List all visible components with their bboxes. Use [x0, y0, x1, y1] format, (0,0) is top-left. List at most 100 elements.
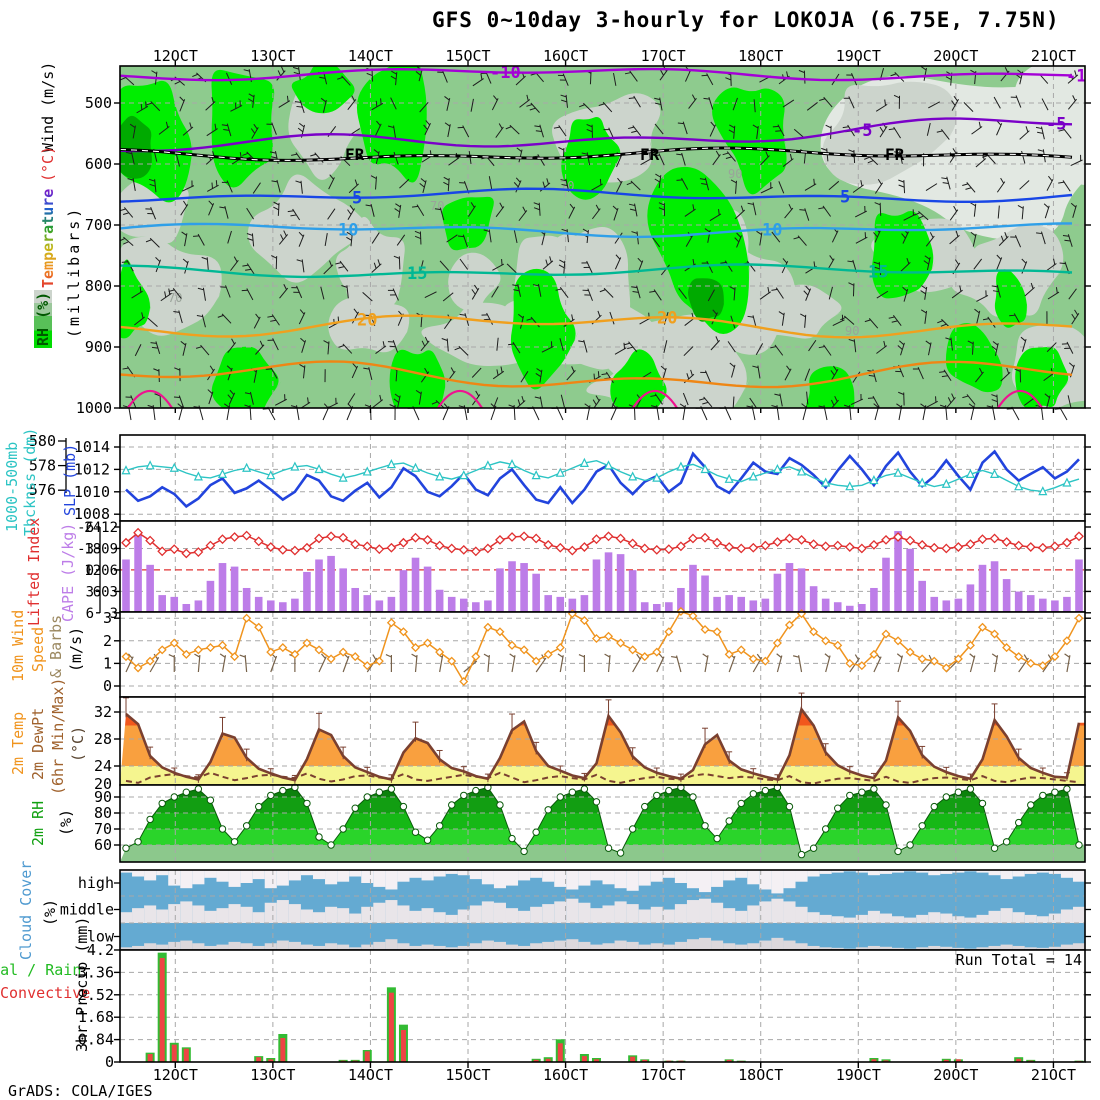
axis-label-millibars: (millibars) [65, 205, 83, 338]
svg-text:5: 5 [352, 189, 362, 209]
cloud-cover-panel: high middle low [60, 869, 1091, 951]
svg-text:14OCT: 14OCT [348, 1066, 393, 1084]
svg-text:15OCT: 15OCT [445, 47, 490, 65]
svg-text:-3: -3 [77, 541, 94, 557]
axis-label-3hr-precip: 3hr Precip (mm) [73, 916, 91, 1052]
svg-text:21OCT: 21OCT [1031, 1066, 1076, 1084]
wind10m-panel: 3 2 1 0 [103, 606, 1091, 698]
svg-text:900: 900 [85, 338, 112, 356]
axis-label-2m-rh: 2m RH [29, 800, 47, 846]
svg-text:FR: FR [345, 145, 365, 164]
svg-text:2412: 2412 [84, 520, 118, 536]
svg-text:18OCT: 18OCT [738, 1066, 783, 1084]
svg-text:10: 10 [762, 220, 782, 240]
svg-text:20OCT: 20OCT [933, 1066, 978, 1084]
svg-text:high: high [78, 874, 114, 892]
svg-text:90: 90 [845, 324, 859, 338]
precip-panel: 4.2 3.36 2.52 1.68 0.84 0 12OCT 13OCT 14OCT 15OCT… [78, 941, 1091, 1084]
svg-text:70: 70 [430, 199, 444, 213]
axis-label-degc: (°C) [39, 145, 57, 182]
svg-text:15OCT: 15OCT [445, 1066, 490, 1084]
svg-text:3.36: 3.36 [78, 963, 114, 981]
svg-text:3: 3 [103, 609, 112, 627]
svg-text:500: 500 [85, 94, 112, 112]
svg-text:800: 800 [85, 277, 112, 295]
svg-text:1000: 1000 [76, 399, 112, 417]
svg-text:21OCT: 21OCT [1031, 47, 1076, 65]
svg-text:14OCT: 14OCT [348, 47, 393, 65]
svg-text:16OCT: 16OCT [543, 1066, 588, 1084]
svg-text:1: 1 [103, 654, 112, 672]
svg-text:20: 20 [357, 310, 377, 330]
axis-label-wind-ms: Wind (m/s) [39, 61, 57, 152]
axis-label-rh-pct: (%) [57, 808, 75, 836]
svg-text:1.68: 1.68 [78, 1008, 114, 1026]
svg-text:18OCT: 18OCT [738, 47, 783, 65]
axis-label-slp: SLP (mb) [61, 443, 79, 516]
svg-text:-10: -10 [490, 63, 521, 83]
svg-text:2.52: 2.52 [78, 986, 114, 1004]
svg-text:16OCT: 16OCT [543, 47, 588, 65]
svg-text:-5: -5 [1046, 115, 1066, 135]
svg-text:580: 580 [29, 432, 56, 450]
svg-text:-6: -6 [77, 520, 94, 536]
svg-text:90: 90 [728, 167, 742, 181]
svg-text:90: 90 [94, 788, 112, 806]
axis-label-10m-wind: 10m Wind [9, 609, 27, 682]
svg-text:-5: -5 [852, 121, 872, 141]
axis-label-cloud-cover: Cloud Cover [17, 860, 35, 960]
svg-text:1809: 1809 [84, 541, 118, 557]
svg-text:19OCT: 19OCT [836, 47, 881, 65]
axis-label-temperature: Temperature [39, 188, 57, 288]
svg-text:0: 0 [86, 563, 94, 579]
svg-text:4.2: 4.2 [87, 941, 114, 959]
axis-label-cloud-pct: (%) [41, 898, 59, 926]
svg-text:3: 3 [86, 584, 94, 600]
svg-text:low: low [87, 928, 115, 946]
svg-text:10: 10 [338, 220, 358, 240]
svg-text:17OCT: 17OCT [641, 47, 686, 65]
svg-text:15: 15 [868, 262, 888, 282]
svg-text:1014: 1014 [74, 438, 110, 456]
grads-credit: GrADS: COLA/IGES [8, 1082, 153, 1100]
svg-text:13OCT: 13OCT [250, 47, 295, 65]
svg-text:12OCT: 12OCT [153, 47, 198, 65]
svg-text:32: 32 [94, 703, 112, 721]
svg-text:70: 70 [168, 291, 182, 305]
chart-title: GFS 0~10day 3-hourly for LOKOJA (6.75E, … [432, 8, 1060, 32]
axis-label-thickness-1: 1000-500mb [3, 441, 21, 532]
svg-text:24: 24 [94, 757, 112, 775]
axis-label-2m-dewpt: 2m DewPt [29, 707, 47, 780]
svg-text:middle: middle [60, 901, 114, 919]
svg-text:576: 576 [29, 481, 56, 499]
legend-precip-convective: Convective [0, 984, 91, 1002]
legend-rh-shading: RH (%) [34, 289, 52, 348]
axis-label-2m-temp: 2m Temp [9, 711, 27, 775]
axis-label-barbs: & Barbs [47, 614, 65, 678]
svg-text:578: 578 [29, 457, 56, 475]
svg-text:20: 20 [657, 308, 677, 328]
svg-text:19OCT: 19OCT [836, 1066, 881, 1084]
svg-text:70: 70 [94, 820, 112, 838]
axis-label-temp-degc: (°C) [69, 725, 87, 762]
svg-text:-10: -10 [1066, 66, 1097, 86]
svg-text:1012: 1012 [74, 460, 110, 478]
axis-label-speed: Speed [29, 626, 47, 672]
axis-label-lifted-index: Lifted Index [25, 517, 43, 626]
svg-text:600: 600 [85, 155, 112, 173]
axis-label-ms: (m/s) [67, 626, 85, 672]
svg-text:2: 2 [103, 632, 112, 650]
svg-text:17OCT: 17OCT [641, 1066, 686, 1084]
svg-text:28: 28 [94, 730, 112, 748]
svg-text:603: 603 [93, 584, 118, 600]
svg-text:FR: FR [640, 145, 660, 164]
svg-text:1206: 1206 [84, 563, 118, 579]
svg-text:1010: 1010 [74, 483, 110, 501]
svg-text:20OCT: 20OCT [933, 47, 978, 65]
svg-text:0: 0 [105, 1053, 114, 1071]
svg-text:1008: 1008 [74, 505, 110, 523]
